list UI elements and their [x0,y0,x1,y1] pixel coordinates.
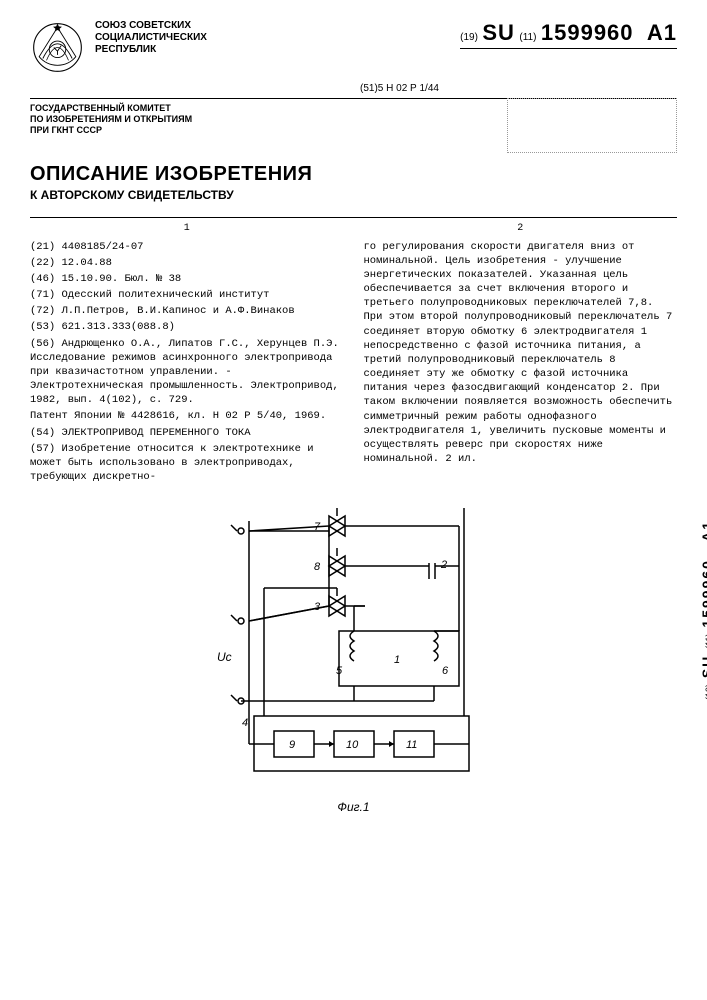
svg-text:2: 2 [440,559,447,571]
divider [30,217,677,218]
figure-1: Uc7832156491011 Фиг.1 [199,501,509,814]
svg-text:11: 11 [406,739,417,751]
svg-text:10: 10 [346,739,359,751]
svg-text:8: 8 [314,561,321,573]
title-sub: К АВТОРСКОМУ СВИДЕТЕЛЬСТВУ [30,188,677,202]
title-section: ОПИСАНИЕ ИЗОБРЕТЕНИЯ К АВТОРСКОМУ СВИДЕТ… [30,163,677,202]
title-main: ОПИСАНИЕ ИЗОБРЕТЕНИЯ [30,163,677,186]
committee-line: ПО ИЗОБРЕТЕНИЯМ И ОТКРЫТИЯМ [30,114,230,125]
field-71: (71) Одесский политехнический институт [30,288,344,302]
state-emblem [30,20,85,75]
code-19: (19) [460,32,478,43]
committee-block: ГОСУДАРСТВЕННЫЙ КОМИТЕТ ПО ИЗОБРЕТЕНИЯМ … [30,103,230,135]
svg-text:6: 6 [442,665,449,677]
ipc-classification: (51)5 Н 02 Р 1/44 [360,83,677,94]
svg-text:4: 4 [242,717,248,729]
kind-code: A1 [647,20,677,45]
union-line: РЕСПУБЛИК [95,44,460,56]
class-prefix: (51)5 [360,83,383,94]
committee-line: ГОСУДАРСТВЕННЫЙ КОМИТЕТ [30,103,230,114]
field-54: (54) ЭЛЕКТРОПРИВОД ПЕРЕМЕННОГО ТОКА [30,426,344,440]
country-code: SU [482,20,515,45]
code-11: (11) [519,32,536,43]
svg-text:5: 5 [336,665,343,677]
field-72: (72) Л.П.Петров, В.И.Капинос и А.Ф.Винак… [30,304,344,318]
field-57a: (57) Изобретение относится к электротехн… [30,442,344,485]
header: СОЮЗ СОВЕТСКИХ СОЦИАЛИСТИЧЕСКИХ РЕСПУБЛИ… [30,20,677,75]
union-text: СОЮЗ СОВЕТСКИХ СОЦИАЛИСТИЧЕСКИХ РЕСПУБЛИ… [95,20,460,56]
class-code: Н 02 Р 1/44 [386,83,439,94]
side-country: SU [699,655,707,678]
field-53: (53) 621.313.333(088.8) [30,320,344,334]
column-2: 2 го регулирования скорости двигателя вн… [364,222,678,486]
field-21: (21) 4408185/24-07 [30,240,344,254]
field-56b: Патент Японии № 4428616, кл. Н 02 Р 5/40… [30,409,344,423]
union-line: СОЦИАЛИСТИЧЕСКИХ [95,32,460,44]
field-22: (22) 12.04.88 [30,256,344,270]
side-number: 1599960 [699,559,707,628]
svg-text:9: 9 [289,739,295,751]
col-number: 1 [30,222,344,236]
side-document-number: (19) SU (11) 1599960 A1 [699,520,707,700]
col-number: 2 [364,222,678,236]
svg-text:Uc: Uc [217,650,232,664]
field-46: (46) 15.10.90. Бюл. № 38 [30,272,344,286]
circuit-diagram: Uc7832156491011 [199,501,509,791]
committee-line: ПРИ ГКНТ СССР [30,125,230,136]
field-56: (56) Андрющенко О.А., Липатов Г.С., Херу… [30,337,344,408]
side-kind: A1 [699,520,707,542]
column-1: 1 (21) 4408185/24-07 (22) 12.04.88 (46) … [30,222,344,486]
svg-text:1: 1 [394,654,400,666]
abstract-text: го регулирования скорости двигателя вниз… [364,240,678,467]
document-number-block: (19) SU (11) 1599960 A1 [460,20,677,53]
union-line: СОЮЗ СОВЕТСКИХ [95,20,460,32]
doc-number: 1599960 [541,20,634,45]
stamp-placeholder [507,98,677,153]
figure-caption: Фиг.1 [199,800,509,814]
body-columns: 1 (21) 4408185/24-07 (22) 12.04.88 (46) … [30,222,677,486]
